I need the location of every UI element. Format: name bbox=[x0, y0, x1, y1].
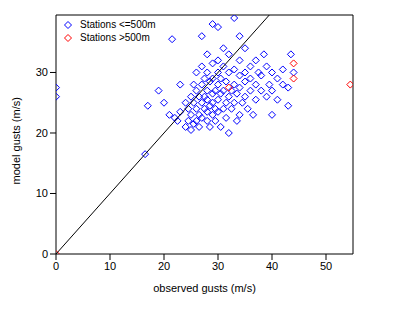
svg-text:50: 50 bbox=[320, 260, 332, 272]
svg-text:40: 40 bbox=[266, 260, 278, 272]
svg-text:10: 10 bbox=[104, 260, 116, 272]
svg-text:30: 30 bbox=[212, 260, 224, 272]
svg-text:20: 20 bbox=[36, 127, 48, 139]
svg-text:20: 20 bbox=[158, 260, 170, 272]
svg-text:30: 30 bbox=[36, 66, 48, 78]
svg-text:0: 0 bbox=[53, 260, 59, 272]
html-text:Stations >500m: Stations >500m bbox=[80, 32, 150, 43]
svg-text:0: 0 bbox=[42, 248, 48, 260]
svg-text:model gusts (m/s): model gusts (m/s) bbox=[10, 97, 22, 184]
svg-text:observed gusts (m/s): observed gusts (m/s) bbox=[153, 282, 256, 294]
html-text:Stations <=500m: Stations <=500m bbox=[80, 19, 156, 30]
svg-text:10: 10 bbox=[36, 187, 48, 199]
